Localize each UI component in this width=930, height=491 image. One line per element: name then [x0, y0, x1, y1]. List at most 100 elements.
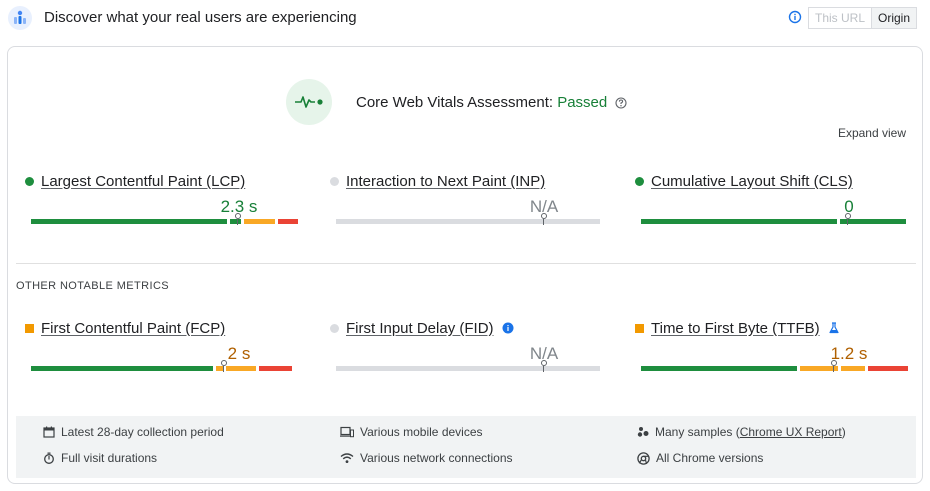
metric-fid[interactable]: First Input Delay (FID) N/A [330, 318, 600, 388]
url-origin-toggle: This URL Origin [808, 7, 918, 29]
bar-poor [278, 219, 298, 224]
info-devices-text: Various mobile devices [360, 425, 483, 439]
info-devices: Various mobile devices [340, 424, 483, 440]
percentile-marker [541, 213, 547, 219]
crux-dashboard-icon [8, 6, 32, 30]
bar-good-2 [230, 219, 241, 224]
percentile-marker-stem [543, 366, 544, 372]
metric-value: N/A [529, 344, 559, 363]
stopwatch-icon [44, 452, 54, 464]
page-title: Discover what your real users are experi… [44, 9, 357, 26]
status-square [25, 323, 34, 333]
metric-value: 1.2 s [830, 344, 868, 363]
section-title: OTHER NOTABLE METRICS [16, 280, 170, 292]
info-period: Latest 28-day collection period [43, 424, 224, 440]
percentile-marker-stem [847, 219, 848, 225]
distribution-bar [641, 219, 906, 224]
metric-fcp[interactable]: First Contentful Paint (FCP) 2 s [25, 318, 293, 388]
percentile-marker-stem [833, 366, 834, 372]
percentile-marker-stem [223, 366, 224, 372]
metric-ttfb[interactable]: Time to First Byte (TTFB) 1.2 s [635, 318, 908, 388]
bar-good [31, 219, 227, 224]
info-durations: Full visit durations [43, 450, 157, 466]
metric-label[interactable]: First Contentful Paint (FCP) [41, 319, 226, 337]
info-versions-text: All Chrome versions [656, 451, 764, 465]
info-icon[interactable] [788, 10, 802, 24]
bar-needs-improvement-2 [226, 366, 256, 371]
wifi-icon [340, 453, 354, 463]
info-samples: Many samples (Chrome UX Report) [637, 424, 846, 440]
bar-poor [868, 366, 908, 371]
metric-header: First Contentful Paint (FCP) [25, 318, 225, 338]
header: Discover what your real users are experi… [0, 0, 930, 38]
metric-header: Cumulative Layout Shift (CLS) [635, 171, 853, 191]
percentile-marker [845, 213, 851, 219]
metric-value: N/A [529, 197, 559, 216]
metric-header: First Input Delay (FID) [330, 318, 515, 338]
percentile-marker [235, 213, 241, 219]
info-samples-suffix: ) [841, 425, 846, 439]
status-square [635, 323, 644, 333]
bar-good [31, 366, 213, 371]
field-data-card: Core Web Vitals Assessment: Passed Expan… [7, 46, 923, 484]
info-network: Various network connections [340, 450, 513, 466]
bar-good [641, 219, 837, 224]
chrome-ux-report-link[interactable]: Chrome UX Report [739, 425, 842, 439]
bar-na [336, 219, 600, 224]
metric-label[interactable]: Largest Contentful Paint (LCP) [41, 172, 246, 190]
distribution-bar [336, 219, 600, 224]
metric-label[interactable]: Cumulative Layout Shift (CLS) [651, 172, 853, 190]
chrome-icon [637, 451, 650, 465]
devices-icon [340, 426, 354, 438]
info-durations-text: Full visit durations [61, 451, 158, 465]
bar-needs-improvement [216, 366, 223, 371]
bar-needs-improvement [244, 219, 275, 224]
distribution-bar [336, 366, 600, 371]
samples-icon [637, 427, 649, 437]
bar-good [641, 366, 797, 371]
assessment-label: Core Web Vitals Assessment: [356, 93, 558, 111]
origin-button[interactable]: Origin [872, 7, 918, 29]
distribution-bar [641, 366, 908, 371]
cwv-assessment: Core Web Vitals Assessment: Passed [286, 78, 627, 126]
bar-na [336, 366, 600, 371]
assessment-status: Passed [557, 93, 608, 111]
metric-value: 2 s [227, 344, 251, 363]
metric-label[interactable]: First Input Delay (FID) [346, 319, 494, 337]
info-versions: All Chrome versions [637, 450, 763, 466]
metric-label[interactable]: Time to First Byte (TTFB) [651, 319, 820, 337]
distribution-bar [31, 366, 292, 371]
status-dot [330, 176, 339, 186]
metric-value: 2.3 s [220, 197, 258, 216]
metric-header: Largest Contentful Paint (LCP) [25, 171, 245, 191]
metric-lcp[interactable]: Largest Contentful Paint (LCP) 2.3 s [25, 171, 298, 241]
pulse-icon [286, 79, 332, 125]
metric-inp[interactable]: Interaction to Next Paint (INP) N/A [330, 171, 600, 241]
status-dot [635, 176, 644, 186]
section-divider [16, 263, 916, 264]
assessment-text: Core Web Vitals Assessment: Passed [356, 94, 607, 111]
bar-needs-improvement [800, 366, 838, 371]
metric-cls[interactable]: Cumulative Layout Shift (CLS) 0 [635, 171, 906, 241]
percentile-marker [541, 360, 547, 366]
expand-view-link[interactable]: Expand view [837, 126, 906, 140]
info-samples-prefix: Many samples ( [655, 425, 740, 439]
bar-poor [259, 366, 292, 371]
info-network-text: Various network connections [360, 451, 513, 465]
status-dot [330, 323, 339, 333]
info-filled-icon[interactable] [501, 321, 515, 335]
percentile-marker-stem [543, 219, 544, 225]
metric-value: 0 [844, 197, 854, 216]
flask-icon [827, 321, 841, 335]
percentile-marker-stem [237, 219, 238, 225]
percentile-marker [221, 360, 227, 366]
metric-header: Interaction to Next Paint (INP) [330, 171, 545, 191]
help-icon[interactable] [615, 96, 627, 109]
this-url-button[interactable]: This URL [808, 7, 873, 29]
metric-label[interactable]: Interaction to Next Paint (INP) [346, 172, 546, 190]
bar-good-2 [840, 219, 906, 224]
bar-needs-improvement-2 [841, 366, 865, 371]
percentile-marker [831, 360, 837, 366]
metric-header: Time to First Byte (TTFB) [635, 318, 841, 338]
collection-info: Latest 28-day collection period Various … [16, 416, 916, 478]
